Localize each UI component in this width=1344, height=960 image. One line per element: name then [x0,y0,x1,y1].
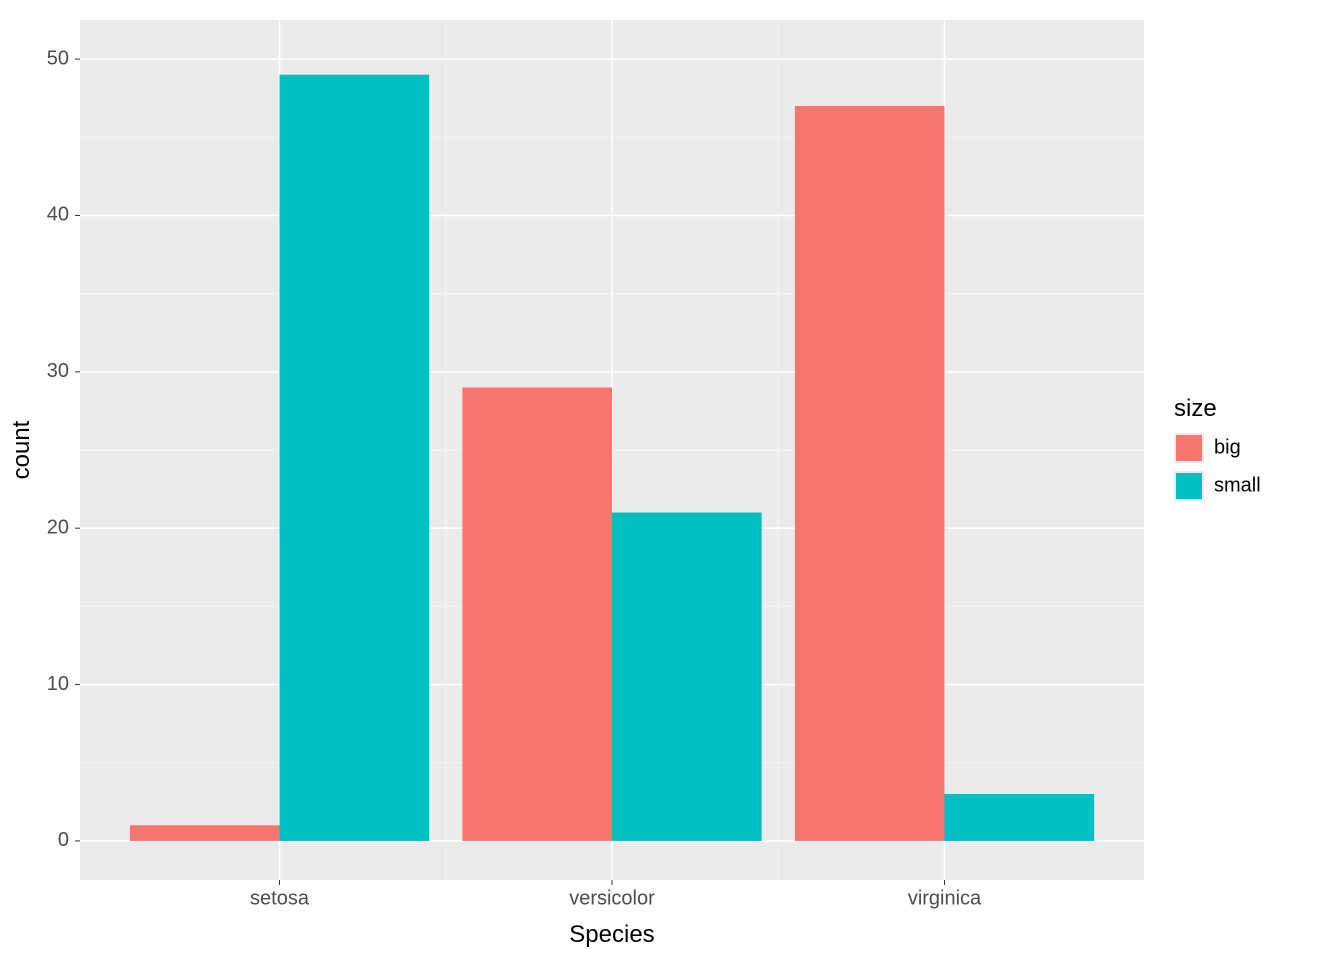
y-tick-label-30: 30 [47,360,69,382]
legend-swatch-big [1176,435,1202,461]
x-axis-title: Species [569,921,654,948]
legend-label-big: big [1214,436,1241,458]
y-tick-label-0: 0 [58,829,69,851]
y-tick-label-10: 10 [47,673,69,695]
y-tick-label-20: 20 [47,516,69,538]
chart-container: 0 10 20 30 40 50 setosa versicolor virginica Spec… [0,0,1344,960]
bar-chart: 0 10 20 30 40 50 setosa versicolor virginica Spec… [0,0,1344,960]
bar-setosa-big [130,825,280,841]
legend-swatch-small [1176,473,1202,499]
x-tick-label-setosa: setosa [250,888,310,910]
x-tick-label-virginica: virginica [908,888,982,910]
legend-title: size [1174,395,1217,422]
bar-virginica-big [795,106,945,841]
y-axis-title: count [8,420,35,479]
y-tick-label-50: 50 [47,47,69,69]
y-tick-label-40: 40 [47,204,69,226]
legend-label-small: small [1214,474,1261,496]
bar-versicolor-big [462,387,612,840]
bar-setosa-small [280,75,430,841]
bar-versicolor-small [612,513,762,841]
bar-virginica-small [945,794,1095,841]
x-tick-label-versicolor: versicolor [569,888,655,910]
